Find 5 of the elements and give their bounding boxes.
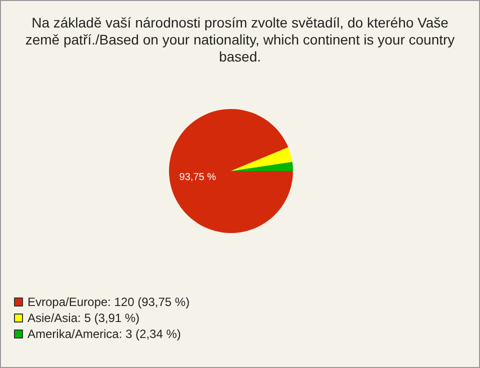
chart-title: Na základě vaší národnosti prosím zvolte světadíl, do kterého Vaše země patří./Based on your nationality, which continent is your country based. bbox=[25, 14, 455, 64]
legend-label: Asie/Asia: 5 (3,91 %) bbox=[28, 311, 140, 325]
legend-label: Amerika/America: 3 (2,34 %) bbox=[28, 327, 181, 341]
legend-label: Evropa/Europe: 120 (93,75 %) bbox=[28, 295, 190, 309]
data-label: 93,75 % bbox=[179, 172, 216, 184]
